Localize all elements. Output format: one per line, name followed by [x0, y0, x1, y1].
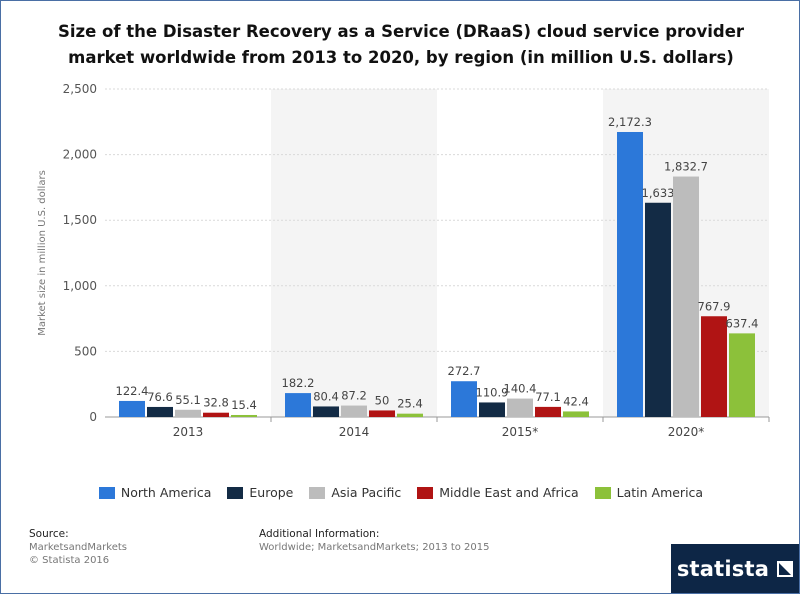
bar [231, 414, 257, 417]
copyright-text: © Statista 2016 [29, 555, 110, 566]
data-label: 182.2 [282, 376, 315, 390]
bar [451, 381, 477, 417]
bar [507, 398, 533, 417]
data-label: 50 [375, 393, 390, 407]
x-tick-label: 2020* [668, 425, 705, 439]
x-tick-label: 2015* [502, 425, 539, 439]
bar-chart: 0 500 1,000 1,500 2,000 2,500 Market size in m… [37, 82, 770, 439]
data-label: 76.6 [147, 390, 173, 404]
bar [479, 402, 505, 417]
data-label: 87.2 [341, 389, 367, 403]
legend-label: Europe [249, 485, 294, 500]
bar [369, 410, 395, 417]
bar [119, 400, 145, 417]
statista-logo[interactable]: statista [671, 544, 799, 593]
data-label: 140.4 [504, 382, 537, 396]
bar [563, 411, 589, 417]
chart-legend: North America Europe Asia Pacific Middle Ea… [1, 485, 800, 500]
y-tick-label: 500 [74, 344, 97, 358]
legend-item[interactable]: Latin America [594, 485, 704, 500]
legend-label: Latin America [616, 485, 704, 500]
chart-title-line-2: market worldwide from 2013 to 2020, by r… [68, 48, 734, 67]
data-label: 80.4 [313, 389, 339, 403]
y-tick-label: 0 [89, 410, 97, 424]
statista-logo-icon [777, 560, 794, 577]
x-tick-label: 2013 [173, 425, 204, 439]
bar [645, 202, 671, 417]
legend-item[interactable]: Middle East and Africa [417, 485, 579, 500]
y-tick-label: 2,500 [63, 82, 97, 96]
y-tick-label: 2,000 [63, 148, 97, 162]
data-label: 767.9 [698, 299, 731, 313]
legend-swatch [417, 486, 434, 499]
legend-item[interactable]: North America [98, 485, 212, 500]
data-label: 1,832.7 [664, 160, 708, 174]
data-label: 42.4 [563, 394, 589, 408]
data-label: 32.8 [203, 396, 229, 410]
legend-label: North America [120, 485, 212, 500]
legend-item[interactable]: Europe [227, 485, 293, 500]
legend-swatch [98, 486, 115, 499]
data-label: 637.4 [726, 316, 759, 330]
chart-title-line-1: Size of the Disaster Recovery as a Servi… [57, 22, 745, 41]
x-tick-label: 2014 [339, 425, 370, 439]
bar [617, 131, 643, 417]
y-tick-label: 1,000 [63, 279, 97, 293]
brand-name: statista [676, 556, 770, 581]
legend-swatch [309, 486, 326, 499]
bar [175, 409, 201, 417]
bar [397, 413, 423, 417]
bar [729, 333, 755, 417]
group-band [271, 89, 437, 417]
additional-info-text: Worldwide; MarketsandMarkets; 2013 to 20… [259, 542, 490, 553]
data-label: 1,633 [642, 186, 675, 200]
bar [673, 176, 699, 417]
data-label: 55.1 [175, 393, 201, 407]
source-name[interactable]: MarketsandMarkets [29, 542, 127, 553]
source-block: Source: MarketsandMarkets © Statista 201… [29, 528, 127, 567]
bar [285, 393, 311, 417]
bar [701, 316, 727, 417]
legend-label: Asia Pacific [331, 485, 402, 500]
bar [313, 406, 339, 417]
legend-swatch [594, 486, 611, 499]
data-label: 110.9 [476, 385, 509, 399]
legend-label: Middle East and Africa [439, 485, 579, 500]
bar [147, 406, 173, 417]
data-label: 77.1 [535, 390, 561, 404]
bar [535, 406, 561, 417]
chart-title: Size of the Disaster Recovery as a Servi… [41, 19, 761, 71]
data-label: 272.7 [448, 364, 481, 378]
data-label: 122.4 [116, 384, 149, 398]
y-tick-label: 1,500 [63, 213, 97, 227]
bar [203, 412, 229, 417]
data-label: 15.4 [231, 398, 257, 412]
additional-info-label: Additional Information: [259, 528, 380, 540]
additional-info-block: Additional Information: Worldwide; Marke… [259, 528, 490, 554]
data-label: 25.4 [397, 397, 423, 411]
data-label: 2,172.3 [608, 115, 652, 129]
bar [341, 405, 367, 417]
source-label: Source: [29, 528, 69, 540]
legend-swatch [227, 486, 244, 499]
y-axis-title: Market size in million U.S. dollars [37, 170, 48, 336]
legend-item[interactable]: Asia Pacific [309, 485, 401, 500]
